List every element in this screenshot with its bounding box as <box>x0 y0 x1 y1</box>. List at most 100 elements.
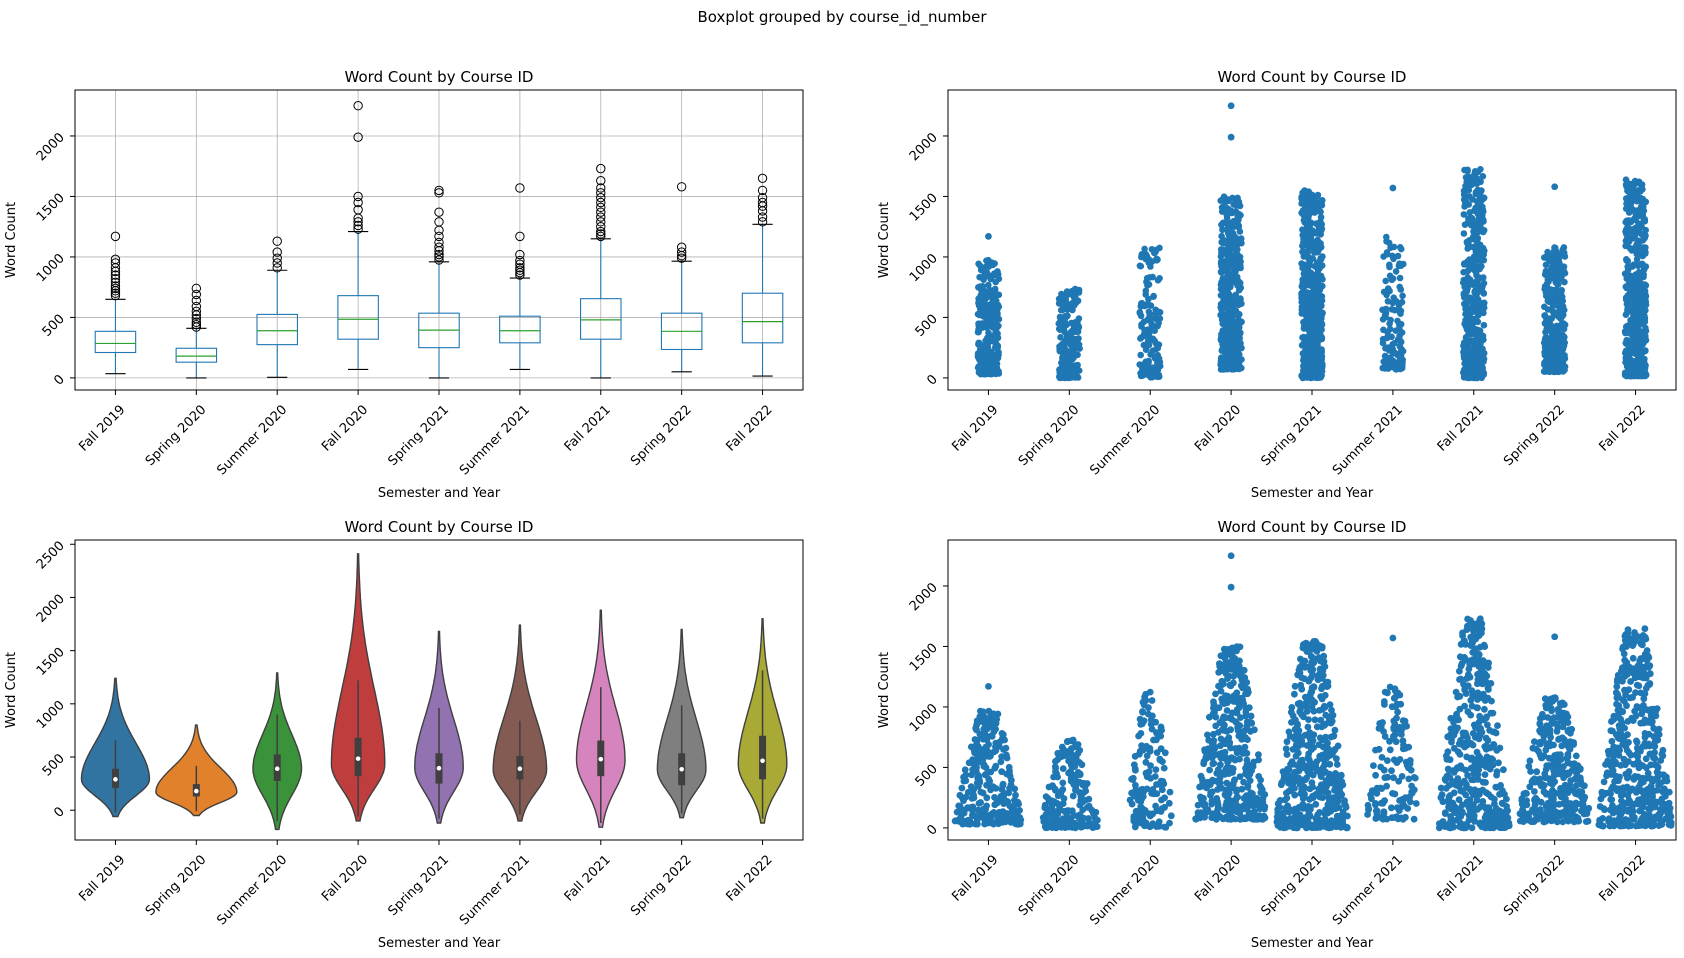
data-point <box>1141 744 1149 752</box>
data-point <box>1066 363 1073 370</box>
data-point <box>1633 361 1640 369</box>
data-point <box>1641 216 1649 223</box>
data-point <box>1471 289 1478 297</box>
data-point <box>1237 262 1244 270</box>
data-point <box>1230 336 1237 343</box>
data-point-outlier <box>1227 133 1235 141</box>
data-point <box>1623 369 1631 376</box>
data-point <box>1328 750 1336 758</box>
data-point <box>1324 678 1332 686</box>
data-point <box>1384 298 1392 305</box>
data-point <box>1143 752 1151 760</box>
data-point <box>987 752 994 760</box>
data-point <box>1214 803 1222 811</box>
data-point <box>956 802 964 810</box>
box-body <box>337 295 379 340</box>
data-point <box>1072 373 1080 381</box>
data-point <box>1234 657 1242 665</box>
box-flier <box>676 247 687 257</box>
box-flier <box>596 183 606 193</box>
data-point <box>1313 300 1320 308</box>
y-tick-label: 500 <box>40 312 68 340</box>
box-flier <box>191 306 202 317</box>
data-point <box>1319 667 1327 675</box>
data-point <box>1561 366 1568 374</box>
data-point <box>1236 755 1243 763</box>
violin-median <box>679 766 684 772</box>
box-flier <box>434 237 444 248</box>
data-point <box>1309 783 1316 791</box>
box-flier <box>515 259 525 269</box>
data-point <box>1068 338 1076 346</box>
data-point <box>1149 347 1156 355</box>
data-point <box>1227 207 1235 214</box>
data-point <box>1548 257 1555 264</box>
data-point <box>1307 294 1314 302</box>
box-flier <box>596 226 606 237</box>
data-point <box>1076 770 1084 778</box>
box-flier <box>596 207 606 217</box>
data-point <box>1196 783 1203 791</box>
box-body <box>256 313 298 346</box>
box-flier <box>434 249 444 260</box>
data-point <box>1309 771 1317 779</box>
data-point <box>1069 299 1076 307</box>
data-point <box>1624 284 1632 291</box>
box-flier <box>757 212 768 222</box>
data-point <box>1232 357 1239 364</box>
data-point <box>1473 280 1480 288</box>
data-point <box>1251 726 1258 734</box>
x-tick-label: Fall 2019 <box>949 402 1001 454</box>
data-point <box>973 726 980 734</box>
data-point <box>1218 331 1225 338</box>
data-point <box>1625 327 1632 335</box>
box-flier <box>515 231 525 242</box>
data-point <box>1248 719 1255 727</box>
data-point <box>1298 803 1306 810</box>
data-point <box>1223 740 1231 747</box>
data-point <box>1557 309 1565 316</box>
box-flier <box>272 263 282 273</box>
x-tick-label: Summer 2021 <box>1330 402 1406 478</box>
data-point <box>1069 306 1076 314</box>
data-point <box>975 800 983 807</box>
data-point <box>1410 815 1418 823</box>
data-point <box>1215 668 1223 676</box>
x-tick-label: Spring 2022 <box>628 852 695 919</box>
data-point <box>1637 286 1644 293</box>
data-point <box>1156 275 1163 282</box>
data-point <box>1231 222 1238 230</box>
data-point <box>1315 766 1322 774</box>
data-point <box>1410 786 1418 794</box>
x-tick-label: Spring 2021 <box>1258 402 1325 469</box>
data-point <box>1074 336 1082 343</box>
data-point <box>1298 310 1306 317</box>
data-point <box>1068 291 1076 298</box>
data-point <box>1141 253 1149 261</box>
data-point <box>1404 805 1412 812</box>
data-point <box>1146 313 1153 321</box>
box-flier <box>515 270 525 280</box>
data-point <box>1397 307 1405 315</box>
data-point <box>978 758 986 765</box>
data-point <box>1399 292 1406 300</box>
data-point <box>1307 806 1314 813</box>
data-point <box>1298 292 1305 300</box>
data-point <box>1068 354 1076 362</box>
data-point <box>1298 674 1306 681</box>
box-flier <box>272 258 282 268</box>
data-point <box>990 820 997 828</box>
data-point <box>1006 771 1013 778</box>
data-point <box>1468 325 1476 333</box>
data-point <box>1311 262 1318 270</box>
data-point <box>1316 240 1324 247</box>
data-point <box>1299 372 1306 379</box>
data-point <box>1642 198 1650 206</box>
data-point <box>1155 371 1163 379</box>
data-point <box>1058 743 1066 751</box>
data-point <box>1075 815 1083 822</box>
data-point <box>1219 219 1227 227</box>
data-point <box>1064 312 1071 320</box>
data-point <box>1274 809 1282 816</box>
